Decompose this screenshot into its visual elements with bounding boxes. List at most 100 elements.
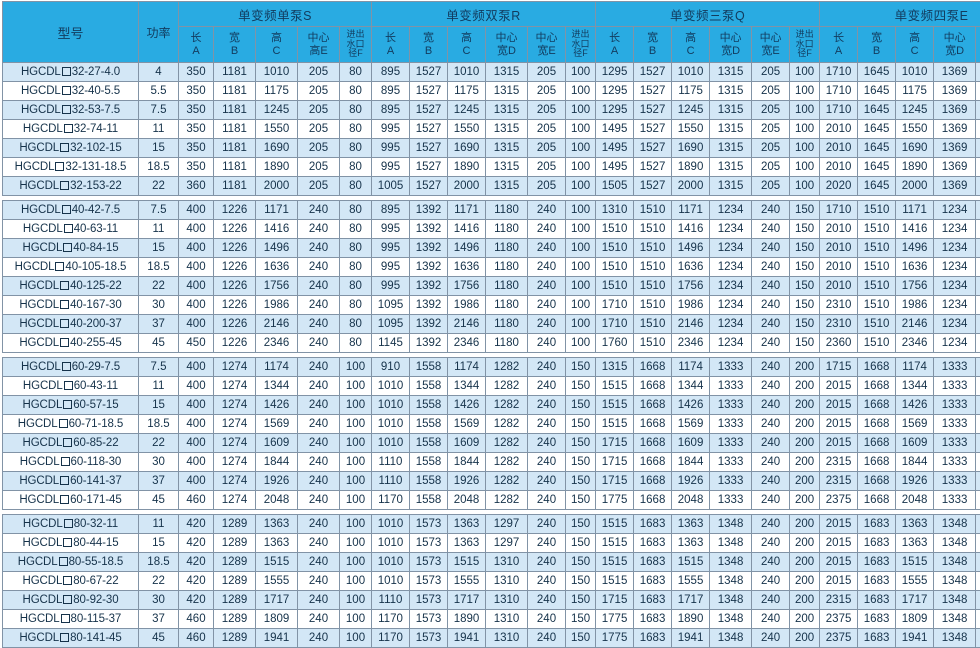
cell-e-center-width-e: 205 (976, 120, 980, 139)
cell-q-height: 1890 (672, 610, 710, 629)
cell-s-width: 1289 (214, 610, 256, 629)
cell-s-length: 420 (179, 534, 214, 553)
cell-power: 15 (139, 534, 179, 553)
cell-q-center-width-e: 240 (752, 377, 790, 396)
cell-e-length: 1715 (820, 358, 858, 377)
cell-q-height: 1010 (672, 63, 710, 82)
cell-e-height: 1344 (896, 377, 934, 396)
cell-r-port-diameter-f: 100 (566, 120, 596, 139)
cell-e-length: 2015 (820, 534, 858, 553)
group-header-row: 型号 功率 单变频单泵S 单变频双泵R 单变频三泵Q 单变频四泵E (3, 2, 980, 27)
cell-q-center-width-e: 240 (752, 239, 790, 258)
cell-s-width: 1226 (214, 296, 256, 315)
cell-s-width: 1289 (214, 591, 256, 610)
cell-r-length: 1110 (372, 472, 410, 491)
cell-s-width: 1274 (214, 472, 256, 491)
square-placeholder-icon (63, 243, 72, 252)
cell-s-height: 1636 (256, 258, 298, 277)
cell-q-port-diameter-f: 100 (790, 82, 820, 101)
cell-r-port-diameter-f: 100 (566, 63, 596, 82)
cell-r-width: 1527 (410, 101, 448, 120)
cell-q-port-diameter-f: 200 (790, 358, 820, 377)
cell-r-center-width-e: 240 (528, 377, 566, 396)
cell-s-height: 1555 (256, 572, 298, 591)
cell-q-length: 1515 (596, 377, 634, 396)
cell-power: 30 (139, 296, 179, 315)
header-power: 功率 (139, 2, 179, 63)
cell-r-center-width-e: 240 (528, 572, 566, 591)
square-placeholder-icon (64, 124, 73, 133)
cell-s-length: 460 (179, 629, 214, 648)
square-placeholder-icon (60, 300, 69, 309)
cell-q-port-diameter-f: 200 (790, 453, 820, 472)
cell-r-height: 1175 (448, 82, 486, 101)
cell-q-width: 1527 (634, 139, 672, 158)
cell-r-width: 1558 (410, 472, 448, 491)
cell-s-center-height-e: 240 (298, 515, 340, 534)
cell-r-center-width-e: 240 (528, 591, 566, 610)
square-placeholder-icon (63, 538, 72, 547)
cell-r-height: 1756 (448, 277, 486, 296)
cell-q-center-width-e: 205 (752, 139, 790, 158)
cell-s-width: 1289 (214, 515, 256, 534)
cell-s-port-diameter-f: 80 (340, 201, 372, 220)
column-header-e-center-width-d: 中心宽D (934, 27, 976, 63)
cell-s-port-diameter-f: 100 (340, 434, 372, 453)
cell-r-port-diameter-f: 150 (566, 572, 596, 591)
cell-e-center-width-e: 240 (976, 453, 980, 472)
cell-e-width: 1645 (858, 120, 896, 139)
cell-s-length: 350 (179, 63, 214, 82)
cell-power: 22 (139, 434, 179, 453)
cell-e-center-width-e: 240 (976, 629, 980, 648)
square-placeholder-icon (55, 162, 64, 171)
cell-s-width: 1289 (214, 534, 256, 553)
cell-r-width: 1392 (410, 239, 448, 258)
cell-s-width: 1226 (214, 239, 256, 258)
cell-e-center-width-e: 240 (976, 591, 980, 610)
cell-s-width: 1274 (214, 377, 256, 396)
cell-r-length: 1110 (372, 453, 410, 472)
cell-r-center-width-d: 1315 (486, 101, 528, 120)
cell-r-center-width-e: 240 (528, 491, 566, 510)
cell-power: 7.5 (139, 201, 179, 220)
cell-r-height: 1171 (448, 201, 486, 220)
square-placeholder-icon (59, 557, 68, 566)
cell-e-center-width-d: 1369 (934, 63, 976, 82)
square-placeholder-icon (60, 319, 69, 328)
cell-q-height: 1690 (672, 139, 710, 158)
cell-s-port-diameter-f: 100 (340, 515, 372, 534)
cell-e-center-width-d: 1333 (934, 358, 976, 377)
